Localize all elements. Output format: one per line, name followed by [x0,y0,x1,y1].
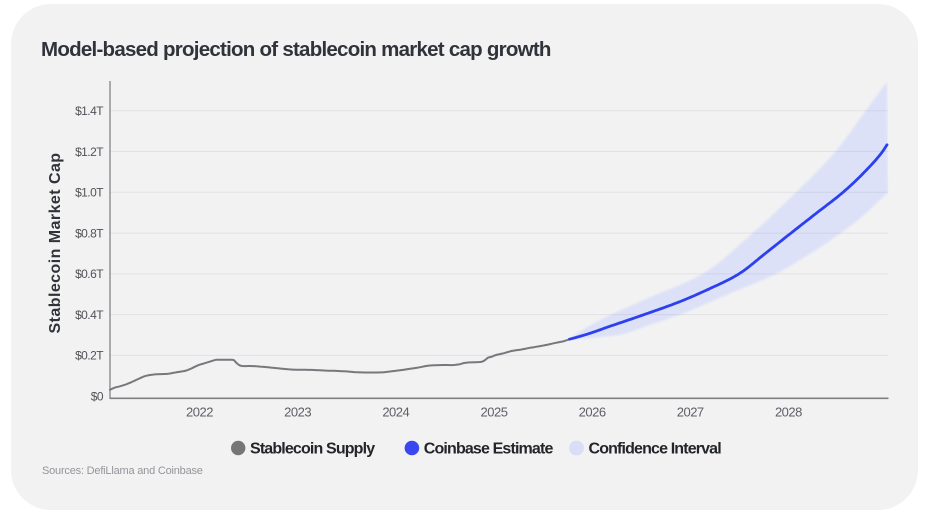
svg-text:$0: $0 [91,390,104,404]
svg-text:Model-based projection of stab: Model-based projection of stablecoin mar… [41,38,551,61]
svg-text:$0.4T: $0.4T [75,308,104,322]
svg-text:2025: 2025 [481,404,508,419]
svg-text:Confidence Interval: Confidence Interval [589,441,722,458]
svg-text:$1.2T: $1.2T [75,145,104,159]
svg-text:Coinbase Estimate: Coinbase Estimate [424,441,554,458]
svg-text:2023: 2023 [284,404,311,419]
svg-text:2028: 2028 [775,404,802,419]
svg-text:$1.0T: $1.0T [75,186,104,200]
svg-text:$0.8T: $0.8T [75,226,104,240]
svg-text:2022: 2022 [186,404,213,419]
svg-text:2027: 2027 [677,404,704,419]
svg-text:Stablecoin Supply: Stablecoin Supply [250,441,375,458]
svg-text:$1.4T: $1.4T [75,104,104,118]
svg-text:Sources: DefiLlama and Coinbas: Sources: DefiLlama and Coinbase [42,465,203,477]
svg-text:Stablecoin Market Cap: Stablecoin Market Cap [47,152,64,333]
svg-text:2026: 2026 [579,404,606,419]
svg-text:2024: 2024 [382,404,409,419]
svg-text:$0.6T: $0.6T [75,267,104,281]
svg-text:$0.2T: $0.2T [75,349,104,363]
